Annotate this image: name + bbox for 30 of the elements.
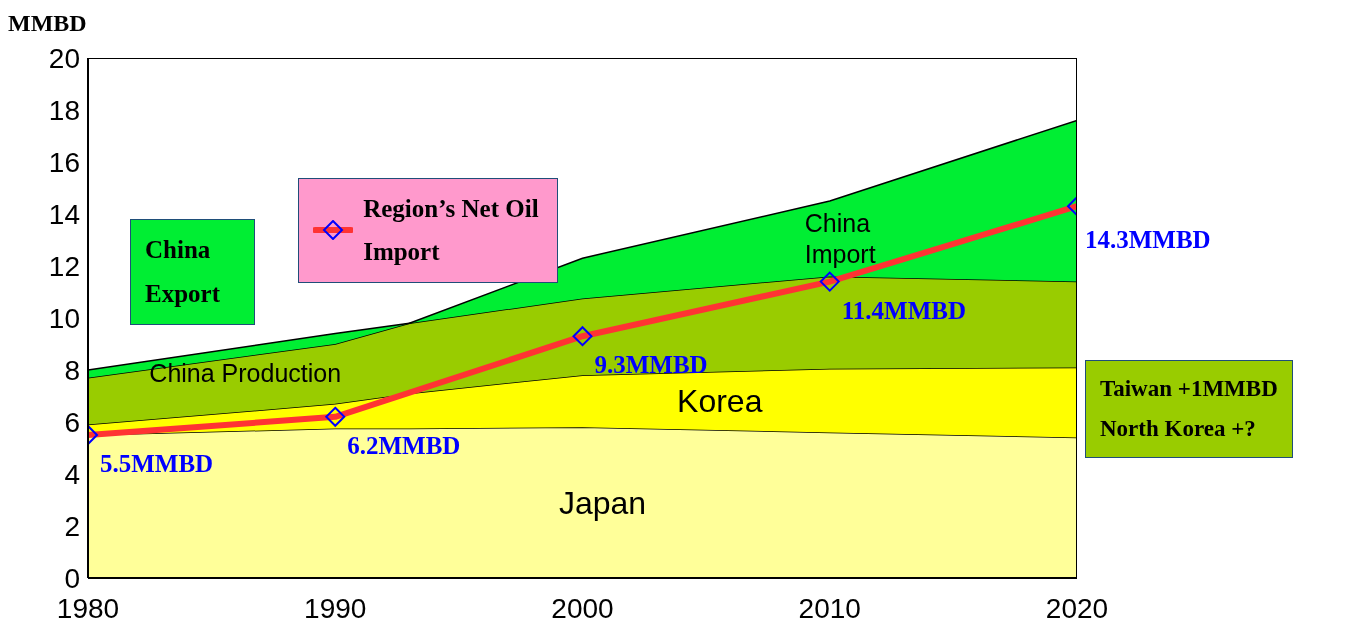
x-tick-label: 2000 [551,592,614,624]
text: Taiwan +1MMBD [1100,374,1278,403]
legend-label: Region’s Net Oil Import [363,193,540,268]
y-tick-label: 8 [64,354,80,386]
y-tick-label: 18 [48,94,80,126]
series-label: Korea [677,381,763,421]
annotation: China Export [130,219,256,325]
y-axis-title: MMBD [8,10,87,37]
x-tick-label: 2020 [1045,592,1109,624]
series-label: Japan [558,483,647,523]
text: North Korea +? [1100,414,1257,443]
y-tick-label: 6 [64,406,80,438]
y-tick-label: 4 [64,458,80,490]
x-tick-label: 1990 [304,592,367,624]
y-tick-label: 20 [48,42,80,74]
y-tick-label: 16 [48,146,80,178]
y-tick-label: 10 [48,302,80,334]
data-label: 11.4MMBD [841,296,967,324]
series-label: China Import [804,207,877,270]
x-tick-label: 1980 [56,592,120,624]
data-label: 9.3MMBD [594,351,708,379]
y-tick-label: 2 [64,510,80,542]
data-label: 6.2MMBD [347,431,461,459]
data-label: 5.5MMBD [100,450,214,477]
series-label: China Production [149,358,342,390]
y-tick-label: 0 [64,562,80,594]
y-tick-label: 12 [48,250,80,282]
y-tick-label: 14 [48,198,80,230]
x-tick-label: 2010 [798,592,861,624]
data-label: 14.3MMBD [1085,226,1211,254]
